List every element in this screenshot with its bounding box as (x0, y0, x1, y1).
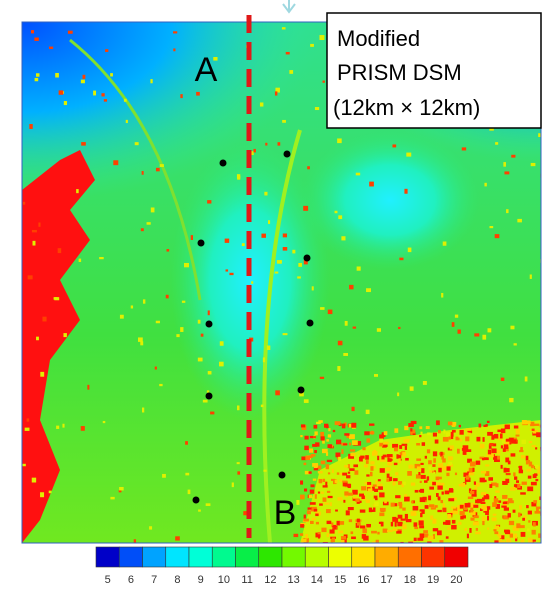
colorbar-tick-label: 7 (151, 574, 157, 586)
arrow (283, 0, 295, 12)
colorbar-tick-label: 8 (174, 574, 180, 586)
colorbar-swatch (445, 547, 468, 567)
colorbar-tick-label: 12 (264, 574, 276, 586)
colorbar-swatch (422, 547, 445, 567)
colorbar-swatch (329, 547, 352, 567)
colorbar-swatch (236, 547, 259, 567)
colorbar-tick-label: 18 (404, 574, 416, 586)
colorbar-tick-label: 11 (241, 574, 252, 586)
colorbar-swatch (212, 547, 235, 567)
colorbar-swatch (375, 547, 398, 567)
colorbar-swatch (119, 547, 142, 567)
colorbar-tick-label: 14 (311, 574, 323, 586)
colorbar-tick-label: 9 (198, 574, 204, 586)
colorbar-tick-label: 20 (450, 574, 462, 586)
colorbar: 5 6 7 8 9 10 11 12 13 14 15 16 17 18 19 20 (96, 547, 468, 586)
colorbar-swatch (96, 547, 119, 567)
colorbar-swatch (305, 547, 328, 567)
colorbar-tick-label: 16 (357, 574, 369, 586)
colorbar-tick-label: 15 (334, 574, 346, 586)
colorbar-swatch (352, 547, 375, 567)
legend-line: PRISM DSM (337, 60, 462, 85)
page: A B Modified PRISM DSM (12km × 12km) 5 6 7… (0, 0, 550, 596)
legend-line: (12km × 12km) (333, 95, 480, 120)
colorbar-swatch (189, 547, 212, 567)
colorbar-tick-label: 10 (218, 574, 230, 586)
colorbar-swatch (282, 547, 305, 567)
legend-line: Modified (337, 26, 420, 51)
colorbar-swatch (259, 547, 282, 567)
colorbar-tick-label: 5 (105, 574, 111, 586)
colorbar-tick-label: 19 (427, 574, 439, 586)
colorbar-swatch (398, 547, 421, 567)
colorbar-tick-label: 17 (381, 574, 393, 586)
point-b-label: B (274, 494, 297, 532)
colorbar-swatch (143, 547, 166, 567)
colorbar-swatch (166, 547, 189, 567)
figure: A B Modified PRISM DSM (12km × 12km) 5 6 7… (0, 0, 550, 596)
colorbar-tick-label: 6 (128, 574, 134, 586)
colorbar-tick-label: 13 (288, 574, 300, 586)
point-a-label: A (195, 51, 218, 89)
